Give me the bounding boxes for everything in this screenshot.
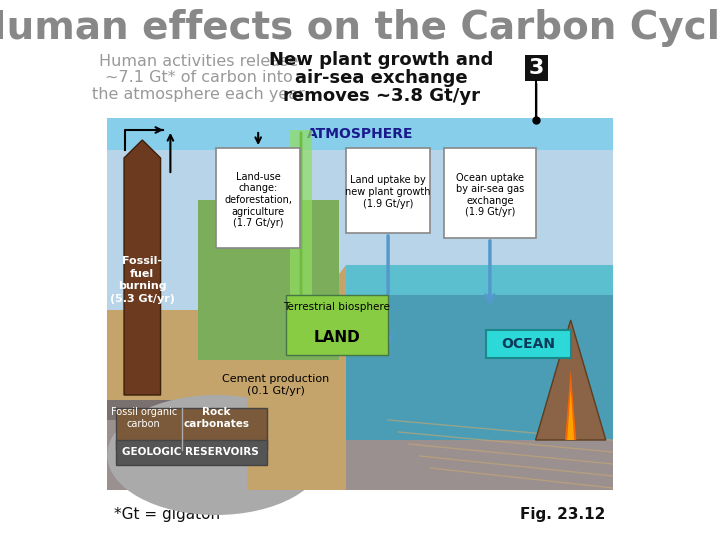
Text: Human activities release: Human activities release [99,55,298,70]
Bar [107,400,613,420]
Text: ATMOSPHERE: ATMOSPHERE [307,127,413,141]
Text: Land-use
change:
deforestation,
agriculture
(1.7 Gt/yr): Land-use change: deforestation, agricult… [224,172,292,228]
Polygon shape [565,370,576,440]
Text: Ocean uptake
by air-sea gas
exchange
(1.9 Gt/yr): Ocean uptake by air-sea gas exchange (1.… [456,173,524,218]
Text: 3: 3 [528,58,544,78]
Bar [444,148,536,238]
Text: Fig. 23.12: Fig. 23.12 [521,508,606,523]
Bar [487,330,571,358]
Bar [107,310,613,425]
Polygon shape [567,390,574,440]
Text: air-sea exchange: air-sea exchange [294,69,467,87]
Text: Fossil-
fuel
burning
(5.3 Gt/yr): Fossil- fuel burning (5.3 Gt/yr) [110,256,175,303]
Text: Fossil organic
carbon: Fossil organic carbon [111,407,177,429]
Bar [287,295,388,355]
Polygon shape [199,200,339,360]
Text: removes ~3.8 Gt/yr: removes ~3.8 Gt/yr [282,87,480,105]
Text: the atmosphere each year: the atmosphere each year [92,86,305,102]
Bar [346,265,613,295]
Text: GEOLOGIC RESERVOIRS: GEOLOGIC RESERVOIRS [122,447,259,457]
Bar [107,400,613,490]
Bar [107,118,613,150]
Ellipse shape [107,395,325,515]
Text: LAND: LAND [313,329,360,345]
Text: Land uptake by
new plant growth
(1.9 Gt/yr): Land uptake by new plant growth (1.9 Gt/… [346,176,431,208]
Bar [525,55,547,81]
Text: Terrestrial biosphere: Terrestrial biosphere [284,302,390,312]
Bar [346,265,613,440]
Text: *Gt = gigaton: *Gt = gigaton [114,508,220,523]
Bar [116,408,266,450]
Bar [107,150,613,335]
Polygon shape [536,320,606,440]
Bar [346,148,431,233]
Text: OCEAN: OCEAN [502,337,556,351]
Polygon shape [248,265,346,490]
Text: Cement production
(0.1 Gt/yr): Cement production (0.1 Gt/yr) [222,374,329,396]
Text: Rock
carbonates: Rock carbonates [183,407,249,429]
Bar [216,148,300,248]
Text: ~7.1 Gt* of carbon into: ~7.1 Gt* of carbon into [104,71,292,85]
Bar [116,440,266,465]
Text: New plant growth and: New plant growth and [269,51,493,69]
Bar [289,130,312,350]
FancyArrow shape [124,140,161,395]
Text: Human effects on the Carbon Cycle: Human effects on the Carbon Cycle [0,9,720,47]
